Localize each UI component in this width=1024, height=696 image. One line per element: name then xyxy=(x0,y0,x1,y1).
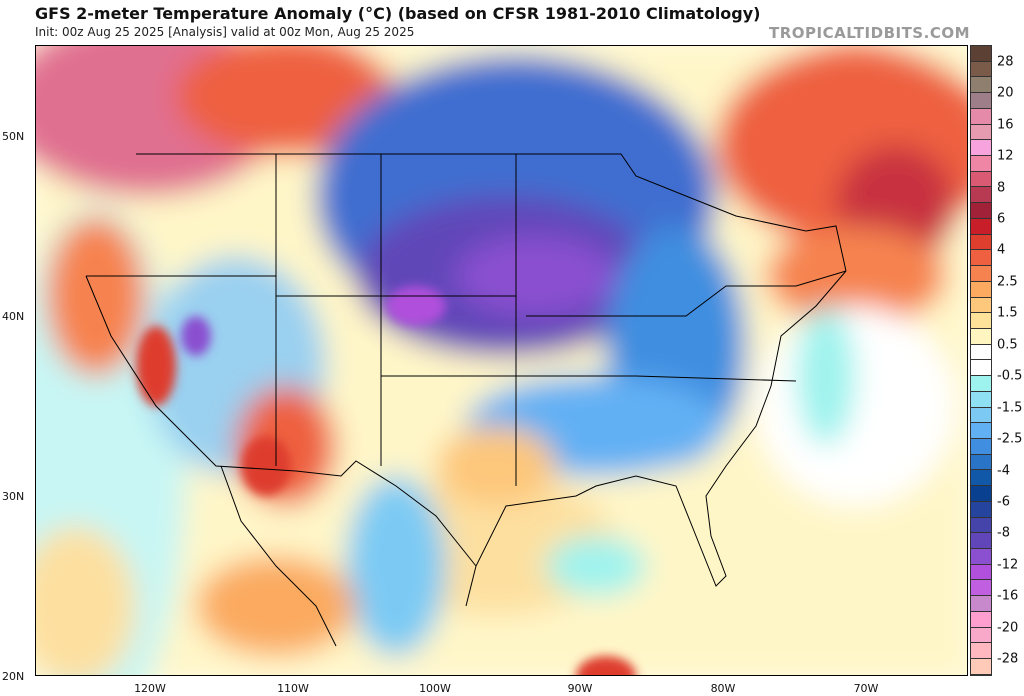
colorbar-bin xyxy=(971,234,991,251)
colorbar-bin xyxy=(971,140,991,157)
colorbar-bin xyxy=(971,313,991,329)
colorbar-bin xyxy=(971,46,991,62)
colorbar-bin xyxy=(971,407,991,424)
colorbar-bin xyxy=(971,517,991,534)
colorbar-label: -16 xyxy=(997,588,1019,604)
anomaly-field xyxy=(36,46,967,675)
colorbar-bin xyxy=(971,438,991,455)
lon-label-110w: 110W xyxy=(277,682,309,695)
colorbar-label: -8 xyxy=(997,525,1010,541)
colorbar-label: -1.5 xyxy=(997,400,1023,416)
colorbar-bin xyxy=(971,171,991,188)
lat-label-30n: 30N xyxy=(2,490,25,503)
colorbar-bin xyxy=(971,108,991,125)
colorbar-bin xyxy=(971,564,991,581)
borders xyxy=(85,153,847,647)
map-subtitle: Init: 00z Aug 25 2025 [Analysis] valid a… xyxy=(35,25,415,39)
colorbar-label: 8 xyxy=(997,180,1006,196)
colorbar-bin xyxy=(971,643,991,660)
colorbar-label: -0.5 xyxy=(997,368,1023,384)
anomaly-detail xyxy=(136,286,636,675)
colorbar-bin xyxy=(971,376,991,392)
lon-label-70w: 70W xyxy=(853,682,879,695)
colorbar-bin xyxy=(971,391,991,408)
colorbar-bin xyxy=(971,77,991,94)
colorbar-label: -20 xyxy=(997,620,1019,636)
colorbar-bin xyxy=(971,281,991,298)
colorbar-bin xyxy=(971,580,991,597)
colorbar-label: -6 xyxy=(997,494,1010,510)
colorbar-label: 28 xyxy=(997,54,1014,70)
colorbar-bin xyxy=(971,218,991,235)
colorbar-label: 1.5 xyxy=(997,305,1018,321)
colorbar-bin xyxy=(971,187,991,204)
colorbar-bin xyxy=(971,203,991,219)
colorbar-label: -12 xyxy=(997,557,1019,573)
colorbar-bin xyxy=(971,250,991,267)
colorbar-label: -4 xyxy=(997,463,1010,479)
lat-label-40n: 40N xyxy=(2,310,25,323)
colorbar-bin xyxy=(971,156,991,172)
colorbar-label: 0.5 xyxy=(997,337,1018,353)
colorbar-bin xyxy=(971,470,991,487)
colorbar-bin xyxy=(971,533,991,549)
lon-label-100w: 100W xyxy=(419,682,451,695)
colorbar-bin xyxy=(971,423,991,439)
colorbar-bin xyxy=(971,328,991,345)
colorbar-bin xyxy=(971,549,991,565)
colorbar-bin xyxy=(971,297,991,314)
colorbar-bin xyxy=(971,124,991,141)
brand-watermark: TROPICALTIDBITS.COM xyxy=(769,24,970,42)
colorbar-bin xyxy=(971,266,991,282)
temperature-anomaly-map xyxy=(35,45,968,676)
colorbar-label: 20 xyxy=(997,85,1014,101)
colorbar-bin xyxy=(971,61,991,78)
colorbar-label: -2.5 xyxy=(997,431,1023,447)
colorbar-bin xyxy=(971,611,991,628)
colorbar-bin xyxy=(971,659,991,675)
colorbar-bin xyxy=(971,93,991,109)
lon-label-90w: 90W xyxy=(567,682,593,695)
colorbar-bin xyxy=(971,501,991,518)
map-title: GFS 2-meter Temperature Anomaly (°C) (ba… xyxy=(35,4,761,23)
colorbar-label: 16 xyxy=(997,117,1014,133)
colorbar-bin xyxy=(971,486,991,502)
colorbar-bin xyxy=(971,454,991,471)
colorbar-label: -28 xyxy=(997,651,1019,667)
colorbar-bin xyxy=(971,596,991,612)
colorbar-label: 12 xyxy=(997,148,1014,164)
colorbar-bin xyxy=(971,360,991,377)
lat-label-20n: 20N xyxy=(2,670,25,683)
colorbar xyxy=(970,45,992,676)
colorbar-label: 4 xyxy=(997,242,1006,258)
colorbar-bin xyxy=(971,627,991,644)
lon-label-120w: 120W xyxy=(134,682,166,695)
colorbar-label: 2.5 xyxy=(997,274,1018,290)
colorbar-bin xyxy=(971,344,991,361)
lon-label-80w: 80W xyxy=(710,682,736,695)
colorbar-label: 6 xyxy=(997,211,1006,227)
lat-label-50n: 50N xyxy=(2,130,25,143)
